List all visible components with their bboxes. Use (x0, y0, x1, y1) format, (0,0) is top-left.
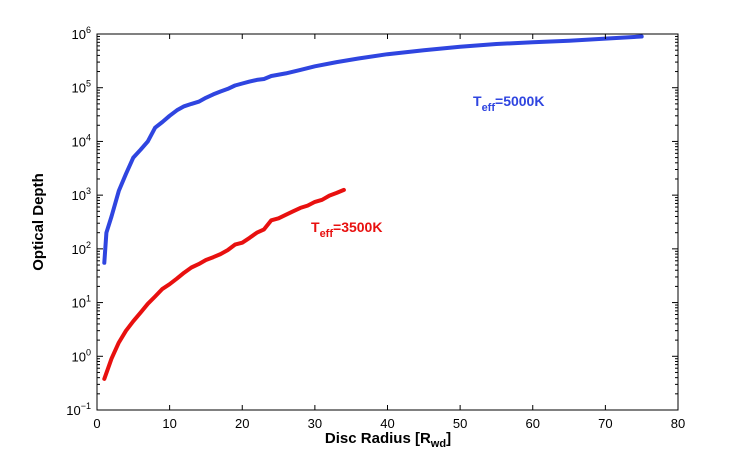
series-line-1 (102, 187, 346, 381)
x-tick-label: 10 (162, 416, 176, 431)
x-axis-title: Disc Radius [Rwd] (325, 430, 451, 450)
plot-background (97, 34, 678, 410)
x-tick-label: 60 (526, 416, 540, 431)
x-tick-label: 80 (671, 416, 685, 431)
x-tick-label: 40 (380, 416, 394, 431)
y-tick-label: 101 (72, 294, 91, 311)
series-label-3500k: Teff=3500K (311, 219, 382, 240)
y-tick-label: 106 (72, 25, 91, 42)
x-tick-label: 30 (308, 416, 322, 431)
x-tick-label: 50 (453, 416, 467, 431)
y-tick-label: 10−1 (66, 401, 91, 418)
x-tick-label: 0 (93, 416, 100, 431)
series-line-0 (102, 34, 644, 265)
y-axis-title: Optical Depth (30, 173, 47, 271)
y-tick-label: 105 (72, 79, 91, 96)
x-tick-label: 20 (235, 416, 249, 431)
x-axis-ticks: 0 10 20 30 40 50 60 70 80 (93, 34, 685, 431)
y-tick-label: 100 (72, 347, 91, 364)
series-label-5000k: Teff=5000K (473, 93, 544, 114)
y-axis-ticks: 10−1 100 101 102 103 104 105 106 (66, 25, 678, 418)
series-layer (102, 34, 644, 381)
y-tick-label: 103 (72, 186, 91, 203)
x-tick-label: 70 (598, 416, 612, 431)
y-tick-label: 102 (72, 240, 91, 257)
y-tick-label: 104 (72, 132, 91, 149)
